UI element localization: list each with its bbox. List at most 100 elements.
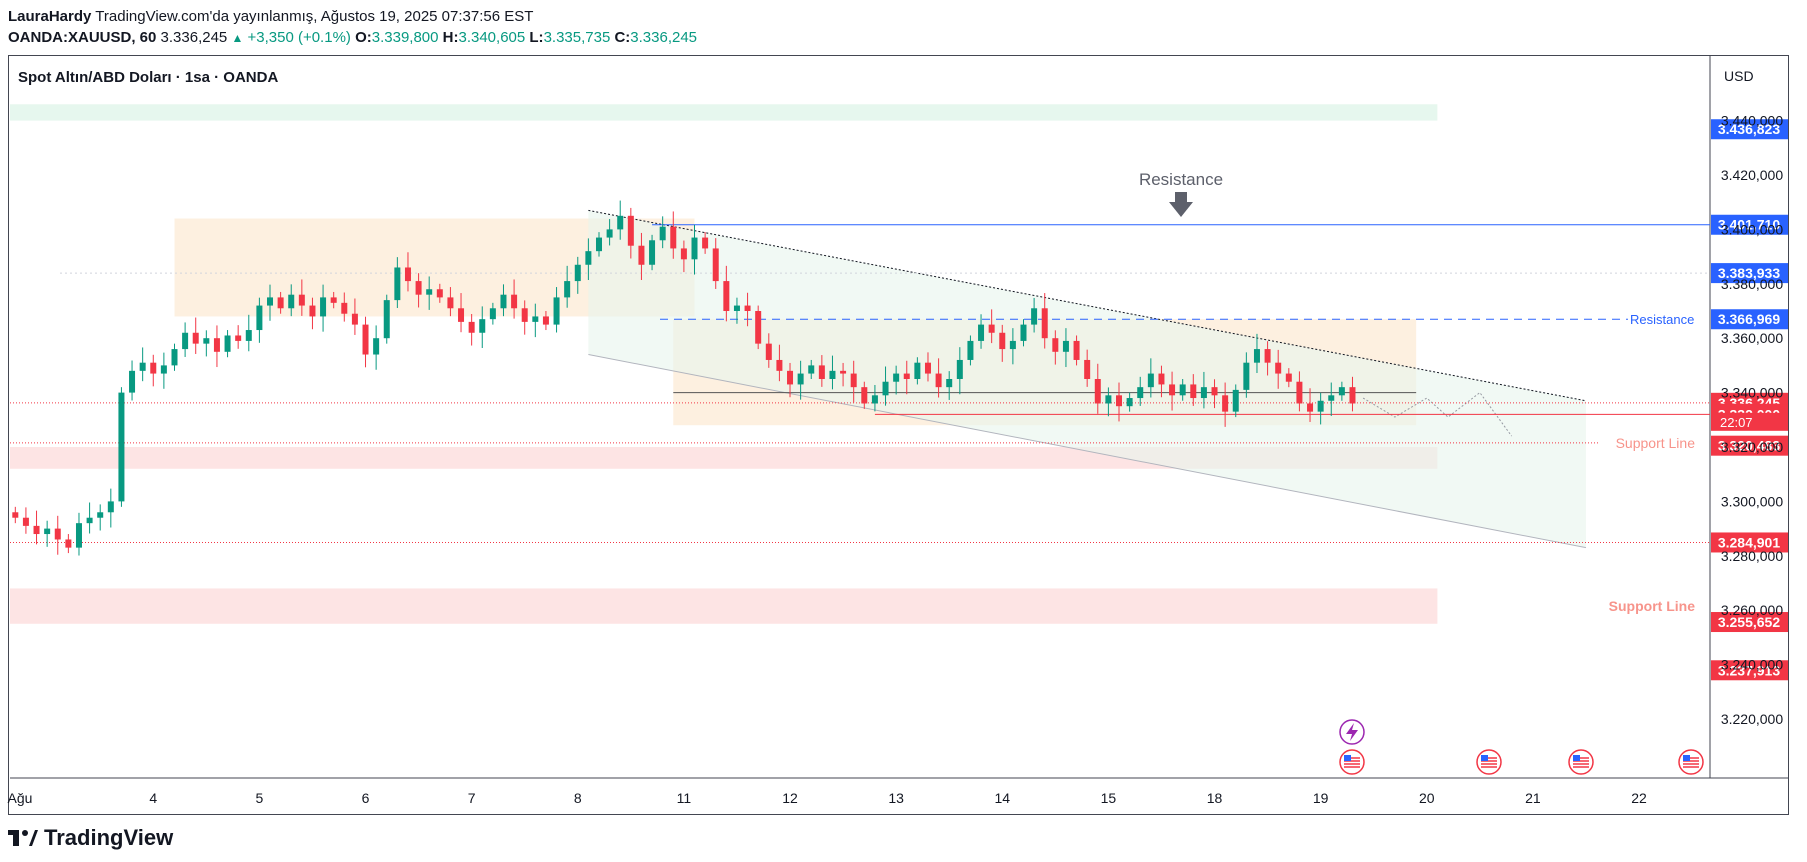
candle-body[interactable] <box>829 370 836 379</box>
price-tag[interactable] <box>1711 309 1788 330</box>
candle-body[interactable] <box>1222 395 1229 412</box>
candle-body[interactable] <box>235 335 242 341</box>
candle-body[interactable] <box>649 240 656 265</box>
candle-body[interactable] <box>691 237 698 260</box>
candle-body[interactable] <box>44 528 51 535</box>
candle-body[interactable] <box>256 305 263 331</box>
candle-body[interactable] <box>12 512 19 518</box>
candle-body[interactable] <box>203 338 210 344</box>
candle-body[interactable] <box>404 267 411 282</box>
candle-body[interactable] <box>75 523 82 548</box>
candle-body[interactable] <box>946 379 953 388</box>
candle-body[interactable] <box>542 316 549 325</box>
candle-body[interactable] <box>1349 387 1356 404</box>
candle-body[interactable] <box>574 264 581 282</box>
candle-body[interactable] <box>871 395 878 404</box>
candle-body[interactable] <box>893 373 900 382</box>
candle-body[interactable] <box>606 229 613 238</box>
candle-body[interactable] <box>489 308 496 320</box>
candle-body[interactable] <box>1243 362 1250 390</box>
candle-body[interactable] <box>744 305 751 311</box>
candle-body[interactable] <box>468 321 475 333</box>
us-flag-icon[interactable] <box>1476 749 1502 775</box>
tradingview-logo[interactable]: TradingView <box>8 825 173 851</box>
candle-body[interactable] <box>882 381 889 396</box>
candle-body[interactable] <box>86 517 93 524</box>
candle-body[interactable] <box>967 340 974 360</box>
candle-body[interactable] <box>585 251 592 265</box>
candle-body[interactable] <box>956 359 963 379</box>
candle-body[interactable] <box>1147 373 1154 388</box>
candle-body[interactable] <box>436 289 443 298</box>
candle-body[interactable] <box>1232 389 1239 412</box>
us-flag-icon[interactable] <box>1678 749 1704 775</box>
candle-body[interactable] <box>362 324 369 355</box>
candle-body[interactable] <box>213 338 220 352</box>
candle-body[interactable] <box>818 365 825 379</box>
candle-body[interactable] <box>129 370 136 393</box>
candle-body[interactable] <box>277 297 284 309</box>
candle-body[interactable] <box>670 226 677 249</box>
candle-body[interactable] <box>712 248 719 282</box>
candle-body[interactable] <box>511 294 518 309</box>
price-tag[interactable] <box>1711 263 1788 284</box>
candle-body[interactable] <box>1200 387 1207 399</box>
candle-body[interactable] <box>224 335 231 352</box>
author-name[interactable]: LauraHardy <box>8 8 92 25</box>
candle-body[interactable] <box>383 300 390 339</box>
candle-body[interactable] <box>1179 384 1186 396</box>
price-tag[interactable] <box>1711 214 1788 235</box>
candle-body[interactable] <box>1253 349 1260 363</box>
candle-body[interactable] <box>320 297 327 317</box>
us-flag-icon[interactable] <box>1568 749 1594 775</box>
candle-body[interactable] <box>426 289 433 295</box>
candle-body[interactable] <box>1190 384 1197 399</box>
candle-body[interactable] <box>22 517 29 526</box>
candle-body[interactable] <box>1105 395 1112 404</box>
candle-body[interactable] <box>479 319 486 333</box>
candle-body[interactable] <box>373 338 380 355</box>
candle-body[interactable] <box>1338 387 1345 396</box>
candle-body[interactable] <box>850 373 857 388</box>
candle-body[interactable] <box>97 512 104 518</box>
price-tag[interactable] <box>1711 612 1788 633</box>
candle-body[interactable] <box>330 297 337 303</box>
candle-body[interactable] <box>1264 349 1271 363</box>
candle-body[interactable] <box>723 281 730 311</box>
candle-body[interactable] <box>840 370 847 374</box>
candle-body[interactable] <box>595 237 602 252</box>
candle-body[interactable] <box>627 215 634 246</box>
candle-body[interactable] <box>288 294 295 309</box>
candle-body[interactable] <box>1073 340 1080 360</box>
candle-body[interactable] <box>564 281 571 298</box>
candle-body[interactable] <box>988 324 995 333</box>
candle-body[interactable] <box>1009 340 1016 350</box>
candle-body[interactable] <box>309 305 316 317</box>
candle-body[interactable] <box>1041 308 1048 339</box>
candle-body[interactable] <box>733 305 740 311</box>
candle-body[interactable] <box>776 359 783 371</box>
candle-body[interactable] <box>150 362 157 374</box>
candle-body[interactable] <box>553 297 560 325</box>
candle-body[interactable] <box>65 539 72 548</box>
price-tag[interactable] <box>1711 660 1788 681</box>
candle-body[interactable] <box>394 267 401 301</box>
candle-body[interactable] <box>1020 324 1027 341</box>
candle-body[interactable] <box>808 365 815 374</box>
candle-body[interactable] <box>500 294 507 309</box>
candle-body[interactable] <box>447 297 454 309</box>
candle-body[interactable] <box>245 330 252 341</box>
price-tag[interactable] <box>1711 119 1788 140</box>
symbol-label[interactable]: OANDA:XAUUSD, 60 <box>8 29 157 46</box>
candle-body[interactable] <box>351 313 358 325</box>
candle-body[interactable] <box>1126 398 1133 407</box>
candle-body[interactable] <box>1084 359 1091 379</box>
candle-body[interactable] <box>415 281 422 295</box>
candle-body[interactable] <box>192 332 199 344</box>
candle-body[interactable] <box>160 365 167 374</box>
candle-body[interactable] <box>1211 387 1218 396</box>
candle-body[interactable] <box>33 525 40 535</box>
candle-body[interactable] <box>341 302 348 314</box>
candle-body[interactable] <box>861 387 868 404</box>
candle-body[interactable] <box>1328 395 1335 401</box>
